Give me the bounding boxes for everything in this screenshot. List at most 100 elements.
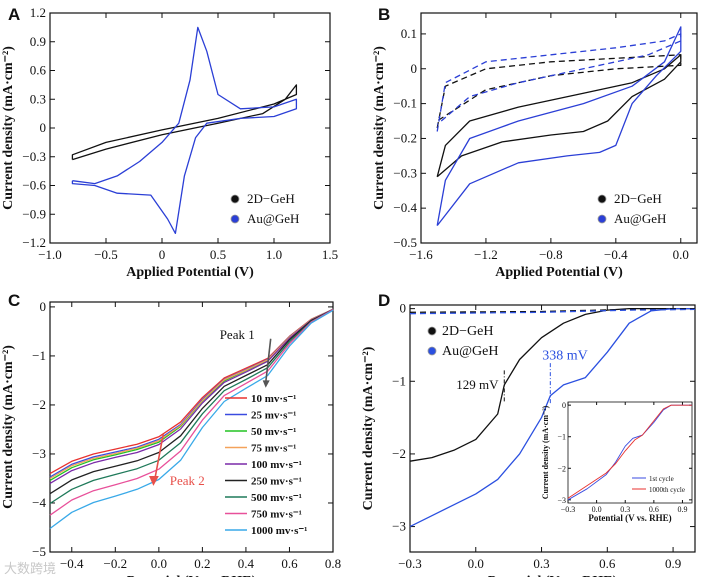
y-tick-label: 0.3 — [30, 91, 46, 106]
y-tick-label: −3 — [557, 496, 566, 505]
y-tick-label: 0 — [411, 61, 418, 76]
x-tick-label: 0.3 — [620, 505, 630, 514]
x-tick-label: −0.3 — [398, 556, 422, 571]
x-tick-label: −1.2 — [474, 247, 498, 262]
inset-series-line — [567, 404, 692, 499]
legend-label: 50 mv·s⁻¹ — [251, 426, 296, 438]
series-line — [409, 308, 696, 315]
x-tick-label: 0.8 — [325, 556, 341, 571]
x-tick-label: 0.9 — [677, 505, 687, 514]
x-tick-label: 0.3 — [533, 556, 549, 571]
series-group — [71, 26, 298, 235]
x-axis-label: Potential (V vs. RHE) — [127, 574, 257, 577]
y-tick-label: −0.1 — [393, 96, 417, 111]
series-group — [49, 308, 334, 530]
panel-letter: D — [378, 291, 390, 310]
x-tick-label: 0.0 — [468, 556, 484, 571]
legend-label: 2D−GeH — [442, 324, 493, 339]
legend-marker — [597, 194, 607, 204]
legend-label: 100 mv·s⁻¹ — [251, 459, 302, 471]
series-line — [49, 309, 334, 516]
series-line — [49, 308, 334, 480]
legend-marker — [230, 214, 240, 224]
y-tick-label: −3 — [32, 446, 46, 461]
y-tick-label: 1.2 — [30, 5, 46, 20]
y-tick-label: −1.2 — [22, 235, 46, 250]
legend-label: 2D−GeH — [247, 191, 295, 206]
series-line — [436, 26, 682, 226]
series-line — [71, 26, 298, 235]
legend-marker — [427, 326, 437, 336]
y-tick-label: −0.4 — [393, 200, 417, 215]
y-tick-label: 0 — [562, 401, 566, 410]
series-line — [409, 307, 696, 313]
legend-label: 2D−GeH — [614, 191, 662, 206]
peak-2-arrow — [153, 434, 164, 482]
legend-marker — [597, 214, 607, 224]
chart-panel-d: D −0.3 0.0 0.3 0.6 0.9 −3 −2 −1 0 Potential (V vs.… — [361, 291, 696, 577]
x-tick-label: 0.0 — [673, 247, 689, 262]
y-axis-label: Current density (mA·cm⁻²) — [1, 345, 16, 509]
x-tick-label: 0.0 — [151, 556, 167, 571]
y-tick-label: 0.9 — [30, 34, 46, 49]
y-tick-label: −0.5 — [393, 235, 417, 250]
y-tick-label: −2 — [32, 397, 46, 412]
x-tick-label: 0.6 — [281, 556, 298, 571]
inset-legend-label: 1000th cycle — [649, 486, 685, 494]
y-axis-label: Current density (mA·cm⁻²) — [361, 346, 376, 510]
x-tick-label: −0.8 — [539, 247, 563, 262]
y-tick-label: −4 — [32, 495, 46, 510]
panel-letter: C — [8, 291, 20, 310]
plot-frame — [409, 304, 696, 553]
y-tick-label: −2 — [392, 446, 406, 461]
y-tick-label: −2 — [557, 464, 566, 473]
x-axis-label: Applied Potential (V) — [126, 265, 254, 280]
y-tick-label: 0.1 — [401, 26, 417, 41]
inset-chart: −0.3 0.0 0.3 0.6 0.9 −3 −2 −1 0 Potential (V vs. … — [541, 401, 693, 523]
annotation-129mv: 129 mV — [456, 377, 499, 392]
x-tick-label: −0.4 — [60, 556, 84, 571]
y-tick-label: −0.3 — [22, 149, 46, 164]
x-tick-label: 0.9 — [665, 556, 681, 571]
y-tick-label: −1 — [32, 348, 46, 363]
legend-marker — [427, 346, 437, 356]
x-axis-label: Potential (V vs. RHE) — [488, 574, 618, 577]
legend-label: Au@GeH — [247, 211, 299, 226]
y-axis-label: Current density (mA·cm⁻²) — [1, 46, 16, 210]
x-tick-label: −1.0 — [38, 247, 62, 262]
plot-frame — [49, 12, 331, 244]
legend-marker — [230, 194, 240, 204]
y-tick-label: −0.6 — [22, 178, 46, 193]
annotation-338mv: 338 mV — [542, 348, 588, 363]
y-tick-label: 0 — [400, 301, 407, 316]
y-axis-label: Current density (mA·cm⁻²) — [541, 405, 550, 499]
x-tick-label: 0 — [159, 247, 166, 262]
peak-2-label: Peak 2 — [170, 473, 205, 488]
legend-label: 1000 mv·s⁻¹ — [251, 525, 307, 537]
plot-frame — [567, 401, 693, 504]
inset-legend-label: 1st cycle — [649, 475, 674, 483]
series-group — [436, 26, 682, 226]
peak-1-arrow — [264, 338, 272, 383]
y-tick-label: −3 — [392, 519, 406, 534]
legend-label: 750 mv·s⁻¹ — [251, 509, 302, 521]
legend-label: 25 mv·s⁻¹ — [251, 410, 296, 422]
watermark: 大数跨境 — [4, 562, 57, 577]
x-tick-label: 0.0 — [592, 505, 602, 514]
series-group — [409, 307, 696, 528]
legend-label: 75 mv·s⁻¹ — [251, 443, 296, 455]
x-tick-label: −0.5 — [94, 247, 118, 262]
y-tick-label: −5 — [32, 544, 46, 559]
y-tick-label: 0 — [40, 120, 47, 135]
series-line — [409, 307, 695, 528]
legend-label: 10 mv·s⁻¹ — [251, 393, 296, 405]
y-axis-label: Current density (mA·cm⁻²) — [372, 46, 387, 210]
x-tick-label: 0.2 — [194, 556, 210, 571]
series-line — [49, 309, 334, 505]
y-tick-label: −0.9 — [22, 206, 46, 221]
chart-panel-b: B −1.6 −1.2 −0.8 −0.4 0.0 −0.5 −0.4 −0.3 −0.2 −0.1… — [372, 5, 698, 280]
x-tick-label: 0.4 — [238, 556, 255, 571]
series-line — [49, 309, 334, 495]
arrow-head-icon — [262, 380, 270, 388]
